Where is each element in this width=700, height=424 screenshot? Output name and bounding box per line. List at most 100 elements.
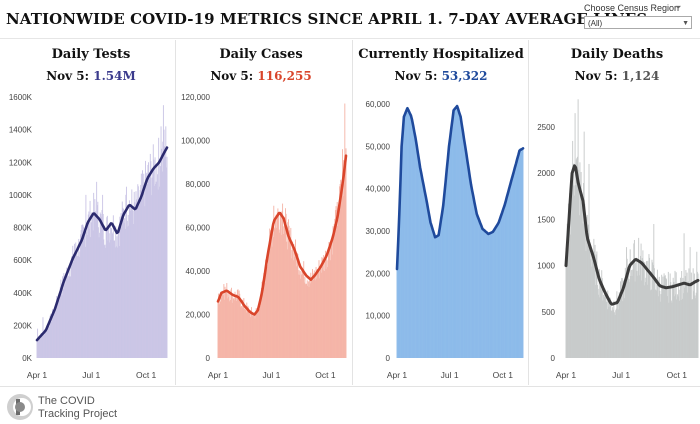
hosp-bar (403, 118, 405, 358)
tests-y-tick-label: 600K (13, 256, 32, 265)
deaths-bar (667, 287, 669, 358)
hosp-bar (442, 210, 444, 358)
deaths-bar (647, 260, 649, 358)
deaths-bar (619, 302, 621, 358)
deaths-bar (601, 270, 603, 358)
tests-bar (128, 225, 130, 358)
cases-bar (224, 286, 226, 358)
hosp-bar (506, 192, 508, 358)
cases-bar (299, 271, 301, 358)
tests-bar (45, 332, 47, 358)
hosp-bar (503, 208, 505, 358)
hosp-bar (521, 151, 523, 358)
deaths-x-tick-label: Jul 1 (612, 370, 630, 380)
cases-bar (296, 252, 298, 358)
hosp-bar (400, 160, 402, 358)
deaths-bar (642, 250, 644, 358)
cases-bar (290, 258, 292, 358)
deaths-bar (592, 258, 594, 358)
hosp-bar (479, 223, 481, 358)
tests-bar (138, 205, 140, 358)
hosp-bar (487, 235, 489, 358)
deaths-bar (612, 307, 614, 358)
hosp-bar (474, 204, 476, 358)
hosp-bar (424, 193, 426, 358)
hosp-bar (471, 185, 473, 358)
tests-bar (165, 167, 167, 358)
tests-bar (89, 228, 90, 358)
cases-bar (289, 230, 291, 358)
hosp-bar (509, 185, 511, 358)
tests-bar (114, 247, 116, 358)
deaths-bar (679, 289, 681, 358)
deaths-bar (633, 239, 635, 358)
cases-bar (242, 302, 244, 358)
hosp-bar (519, 148, 521, 358)
deaths-bar (593, 238, 595, 358)
hosp-bar (494, 227, 496, 358)
deaths-bar (681, 271, 683, 358)
deaths-bar (610, 302, 612, 358)
tests-bar (61, 295, 63, 358)
tests-bar (94, 211, 96, 358)
cases-bar (244, 308, 246, 358)
tests-bar (157, 189, 159, 358)
hosp-bar (491, 233, 493, 358)
deaths-bar (624, 267, 626, 358)
hosp-bar (453, 112, 455, 359)
hosp-bar (450, 129, 452, 358)
deaths-bar (651, 259, 653, 358)
hosp-bar (432, 230, 434, 358)
deaths-bar (584, 219, 586, 358)
hosp-bar (440, 220, 442, 358)
deaths-bar (638, 260, 640, 358)
covid-tracking-logo-icon (7, 394, 33, 420)
tests-bar (40, 333, 42, 358)
deaths-bar (657, 279, 659, 358)
cases-bar (255, 308, 257, 358)
filter-icon[interactable]: ⏷ (675, 3, 682, 12)
tests-bar (87, 214, 89, 358)
cases-bar (273, 227, 275, 358)
deaths-bar (627, 278, 629, 358)
deaths-bar (676, 294, 678, 358)
hosp-bar (415, 144, 417, 358)
deaths-bar (646, 284, 648, 358)
chevron-down-icon[interactable]: ▼ (682, 20, 689, 27)
tests-bar (96, 181, 98, 358)
hosp-avg-line (395, 104, 525, 271)
deaths-bar (674, 270, 676, 358)
cases-bar (272, 237, 274, 358)
hosp-bar (482, 231, 484, 358)
tests-bar (79, 251, 81, 358)
deaths-bar (605, 294, 607, 358)
cases-bar (306, 280, 308, 358)
region-select[interactable]: (All) ▼ (584, 16, 692, 29)
region-filter[interactable]: Choose Census Region (All) ▼ (584, 3, 696, 29)
cases-bar (342, 196, 344, 358)
tests-bar (62, 288, 64, 358)
cases-bar (344, 169, 346, 358)
cases-x-tick-label: Jul 1 (262, 370, 280, 380)
deaths-bar (688, 268, 690, 358)
tests-bar (64, 284, 66, 358)
panel-sub-hosp: Nov 5: 53,322 (356, 69, 526, 83)
deaths-bar (572, 163, 574, 358)
deaths-bar (650, 289, 652, 358)
tests-bar (96, 205, 98, 358)
deaths-bar (687, 292, 689, 358)
deaths-bar (612, 309, 614, 358)
hosp-bar (495, 227, 497, 358)
tests-bar (114, 240, 115, 358)
cases-bar (226, 283, 228, 358)
tests-y-tick-label: 400K (13, 289, 32, 298)
deaths-bar (637, 261, 639, 358)
tests-bar (84, 246, 86, 358)
cases-bar (248, 307, 249, 358)
deaths-bar (654, 280, 656, 358)
cases-bar (245, 312, 247, 358)
tests-bar (103, 239, 105, 358)
cases-bar (255, 314, 257, 358)
tests-bar (102, 194, 104, 358)
hosp-bar (405, 113, 407, 358)
